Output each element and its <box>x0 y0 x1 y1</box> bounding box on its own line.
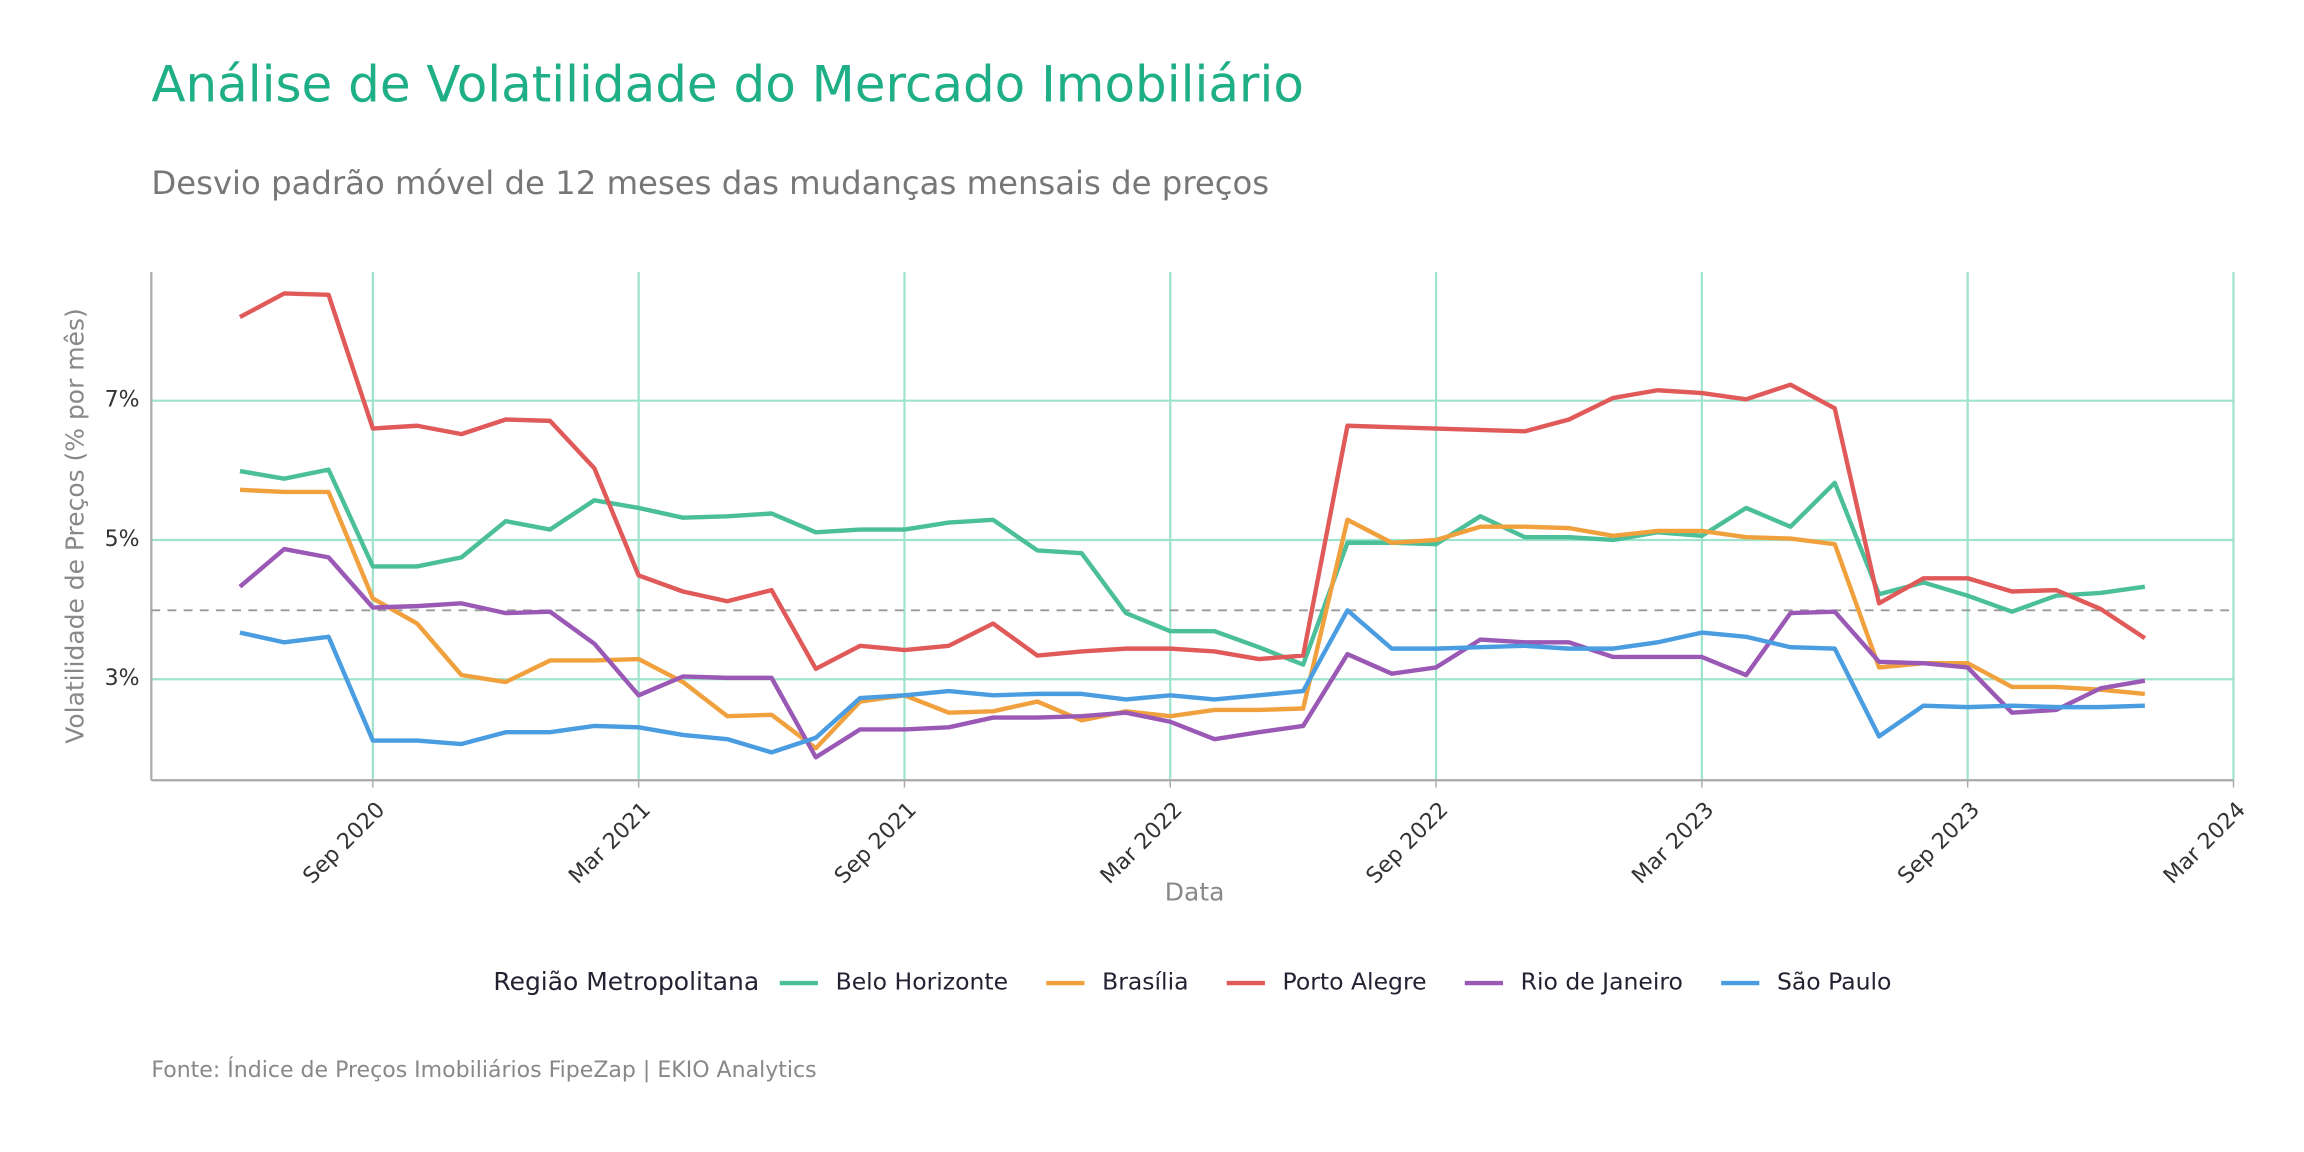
series-line <box>239 467 2146 667</box>
y-tick-label: 3% <box>105 666 140 691</box>
legend-label: Brasília <box>1102 968 1188 996</box>
y-tick-label: 5% <box>105 527 140 552</box>
x-axis-title: Data <box>1165 877 1225 906</box>
x-tick-label: Mar 2022 <box>1096 798 1188 890</box>
y-tick-label: 7% <box>105 388 140 413</box>
x-tick-label: Mar 2021 <box>564 798 656 890</box>
legend-title: Região Metropolitana <box>493 967 759 996</box>
chart-title: Análise de Volatilidade do Mercado Imobi… <box>151 56 1304 114</box>
x-tick-label: Mar 2024 <box>2159 798 2251 890</box>
legend-label: São Paulo <box>1777 968 1891 996</box>
x-tick-label: Mar 2023 <box>1627 798 1719 890</box>
y-axis-title: Volatilidade de Preços (% por mês) <box>60 308 89 744</box>
legend-label: Porto Alegre <box>1283 968 1427 996</box>
x-tick-label: Sep 2022 <box>1362 798 1454 890</box>
series-line <box>239 487 2146 751</box>
legend-label: Rio de Janeiro <box>1521 968 1683 996</box>
x-tick-label: Sep 2023 <box>1893 798 1985 890</box>
series-line <box>238 291 2147 672</box>
series-line <box>239 608 2145 755</box>
legend: Região Metropolitana Belo Horizonte Brasíl… <box>493 967 1891 996</box>
x-tick-label: Sep 2020 <box>299 798 391 890</box>
chart-subtitle: Desvio padrão móvel de 12 meses das muda… <box>151 164 1269 202</box>
series-line <box>238 546 2146 760</box>
caption: Fonte: Índice de Preços Imobiliários Fip… <box>151 1057 816 1083</box>
legend-label: Belo Horizonte <box>836 968 1008 996</box>
x-tick-label: Sep 2021 <box>830 798 922 890</box>
grid <box>151 271 2235 781</box>
